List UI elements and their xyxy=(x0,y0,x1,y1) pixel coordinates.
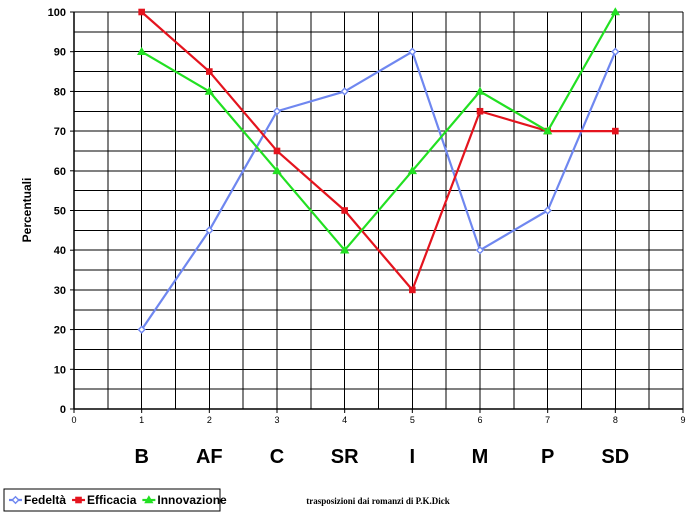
data-point-fedelt- xyxy=(272,107,282,116)
data-point-innovazione xyxy=(137,46,147,55)
x-tick-label: 8 xyxy=(613,415,618,425)
category-label: I xyxy=(410,446,416,468)
data-point-innovazione xyxy=(407,165,417,175)
data-point-efficacia xyxy=(341,207,348,214)
series-innovazione xyxy=(137,7,620,254)
x-tick-label: 0 xyxy=(71,415,76,425)
legend-marker-innovazione xyxy=(144,495,154,504)
x-tick-label: 9 xyxy=(680,415,685,425)
x-tick-label: 1 xyxy=(139,415,144,425)
series-line-fedelt- xyxy=(140,50,617,331)
series-line-efficacia xyxy=(140,11,616,291)
y-tick-label: 30 xyxy=(54,285,66,297)
y-tick-labels: 0 10 20 30 40 50 60 70 80 90 100 xyxy=(48,7,66,416)
x-tick-label: 6 xyxy=(477,415,482,425)
data-point-efficacia xyxy=(138,8,145,16)
data-point-innovazione xyxy=(475,86,485,95)
y-tick-label: 80 xyxy=(54,86,66,98)
category-label: M xyxy=(472,446,489,468)
legend: Fedeltà Efficacia Innovazione xyxy=(3,488,227,512)
chart-caption: trasposizioni dai romanzi di P.K.Dick xyxy=(306,496,450,506)
series-fedelt- xyxy=(137,47,620,334)
legend-label-innovazione: Innovazione xyxy=(157,493,227,507)
y-tick-label: 70 xyxy=(54,126,66,138)
legend-marker-fedelt- xyxy=(11,495,20,505)
legend-box xyxy=(3,488,221,512)
y-tick-label: 10 xyxy=(54,364,66,376)
category-label: P xyxy=(541,446,554,468)
y-tick-label: 100 xyxy=(48,7,66,19)
y-tick-label: 0 xyxy=(60,404,66,416)
data-point-fedelt- xyxy=(475,246,485,255)
y-tick-label: 90 xyxy=(54,47,66,59)
data-point-fedelt- xyxy=(611,47,620,56)
x-tick-label: 4 xyxy=(342,415,347,425)
category-label: SD xyxy=(601,446,629,468)
data-point-efficacia xyxy=(476,107,484,115)
data-point-efficacia xyxy=(206,68,213,75)
data-point-innovazione xyxy=(543,126,553,135)
x-tick-label: 2 xyxy=(207,415,212,425)
x-tick-labels: 0 1 2 3 4 5 6 7 8 9 xyxy=(71,415,685,425)
legend-label-fedelt-: Fedeltà xyxy=(24,493,66,507)
y-tick-label: 20 xyxy=(54,325,66,337)
x-tick-label: 5 xyxy=(410,415,415,425)
series-layer xyxy=(137,7,620,334)
data-point-efficacia xyxy=(273,147,281,155)
data-point-innovazione xyxy=(272,165,282,175)
legend-marker-efficacia xyxy=(75,496,82,504)
category-label: C xyxy=(270,446,284,468)
data-point-fedelt- xyxy=(205,226,214,235)
series-line-innovazione xyxy=(141,11,617,252)
data-point-fedelt- xyxy=(543,206,552,215)
data-point-efficacia xyxy=(612,127,619,135)
data-point-fedelt- xyxy=(408,47,417,56)
y-axis-label: Percentuali xyxy=(20,178,34,243)
category-label: SR xyxy=(331,446,359,468)
x-tick-label: 7 xyxy=(545,415,550,425)
data-point-fedelt- xyxy=(137,325,146,334)
category-label: AF xyxy=(196,446,223,468)
data-point-fedelt- xyxy=(340,87,349,96)
data-point-innovazione xyxy=(610,7,620,16)
category-label: B xyxy=(134,446,148,468)
y-tick-label: 60 xyxy=(54,166,66,178)
data-point-efficacia xyxy=(409,286,416,294)
data-point-innovazione xyxy=(204,86,214,95)
legend-label-efficacia: Efficacia xyxy=(87,493,137,507)
category-labels: B AF C SR I M P SD xyxy=(134,446,629,468)
y-tick-label: 40 xyxy=(54,245,66,257)
x-tick-label: 3 xyxy=(274,415,279,425)
y-tick-label: 50 xyxy=(54,206,66,218)
data-point-innovazione xyxy=(340,245,350,254)
axes xyxy=(70,11,684,413)
